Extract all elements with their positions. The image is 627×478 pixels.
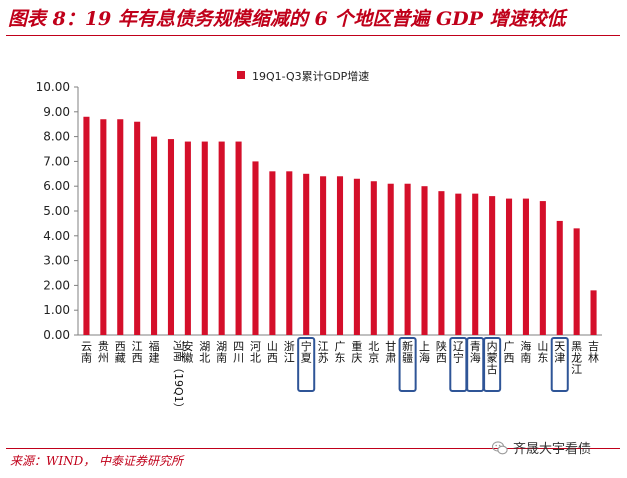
highlight-box bbox=[398, 337, 417, 392]
bar bbox=[320, 176, 327, 335]
bar bbox=[438, 191, 445, 335]
y-tick-label: 9.00 bbox=[43, 105, 70, 119]
bar bbox=[489, 196, 496, 335]
bar bbox=[590, 290, 597, 335]
bar bbox=[573, 228, 580, 335]
bar bbox=[252, 161, 259, 335]
highlight-box bbox=[483, 337, 502, 392]
title-divider bbox=[6, 35, 620, 36]
x-tick-label: 天津 bbox=[554, 340, 565, 365]
x-tick-label: 山东 bbox=[537, 340, 548, 365]
x-tick-label: 辽宁 bbox=[453, 340, 464, 365]
bar bbox=[134, 121, 141, 335]
y-tick-label: 5.00 bbox=[43, 204, 70, 218]
highlight-box bbox=[297, 337, 316, 392]
x-tick-label: 宁夏 bbox=[301, 339, 312, 365]
x-tick-label: 湖北 bbox=[199, 340, 210, 365]
x-tick-label: 甘肃 bbox=[385, 340, 396, 365]
bar bbox=[336, 176, 344, 335]
bar bbox=[303, 173, 310, 335]
x-tick-label: 安徽 bbox=[182, 339, 193, 365]
highlight-boxes bbox=[297, 337, 569, 392]
x-tick-label: 新疆 bbox=[402, 339, 413, 365]
bar bbox=[387, 183, 394, 335]
bar-chart: 19Q1-Q3累计GDP增速 0.00 1.00 2.00 3.00 4.00 5.00 6… bbox=[36, 69, 602, 414]
y-tick-label: 0.00 bbox=[43, 328, 70, 342]
bar bbox=[151, 136, 158, 335]
x-tick-label: 广西 bbox=[504, 340, 515, 365]
bar bbox=[455, 193, 462, 335]
x-tick-label: 广东 bbox=[335, 340, 346, 365]
x-tick-label: 江西 bbox=[132, 340, 143, 365]
x-tick-label: 贵州 bbox=[98, 340, 109, 365]
y-tick-label: 8.00 bbox=[43, 130, 70, 144]
x-tick-label: 湖南 bbox=[216, 340, 227, 365]
bar bbox=[522, 198, 529, 335]
y-tick-label: 7.00 bbox=[43, 154, 70, 168]
highlight-box bbox=[550, 337, 569, 392]
bar bbox=[235, 141, 242, 335]
bar bbox=[184, 141, 191, 335]
watermark-text: 齐晟大宇看债 bbox=[513, 442, 592, 457]
x-tick-label: 山西 bbox=[267, 340, 278, 365]
bar bbox=[286, 171, 293, 335]
y-tick-label: 1.00 bbox=[43, 303, 70, 317]
x-tick-label: 浙江 bbox=[284, 340, 295, 365]
bar bbox=[218, 141, 225, 335]
footer-divider bbox=[6, 448, 620, 449]
bar bbox=[404, 183, 411, 335]
bar-series bbox=[83, 116, 597, 336]
bar bbox=[421, 186, 428, 335]
x-tick-label: 青海 bbox=[470, 340, 481, 365]
x-tick-label: 北京 bbox=[368, 340, 379, 365]
x-tick-label: 陕西 bbox=[436, 339, 447, 365]
bar bbox=[167, 139, 175, 335]
chart-legend: 19Q1-Q3累计GDP增速 bbox=[237, 69, 369, 83]
x-tick-label: 黑龙江 bbox=[571, 340, 582, 376]
x-tick-label: 重庆 bbox=[351, 339, 362, 365]
watermark: 齐晟大宇看债 bbox=[492, 438, 591, 457]
bar bbox=[539, 201, 546, 335]
x-tick-label: 海南 bbox=[520, 339, 531, 365]
y-tick-label: 10.00 bbox=[36, 80, 70, 94]
bar bbox=[201, 141, 208, 335]
x-tick-label: 江苏 bbox=[318, 340, 329, 365]
bar bbox=[100, 119, 107, 336]
wechat-logo-icon bbox=[492, 440, 508, 454]
y-tick-label: 4.00 bbox=[43, 229, 70, 243]
bar bbox=[556, 220, 563, 335]
source-note: 来源：WIND， 中泰证券研究所 bbox=[10, 454, 184, 468]
x-tick-label: 福建 bbox=[149, 339, 160, 365]
x-tick-label: 四川 bbox=[233, 340, 244, 365]
x-tick-label: 吉林 bbox=[588, 340, 599, 365]
bar bbox=[269, 171, 276, 335]
bar bbox=[472, 193, 479, 335]
y-tick-label: 3.00 bbox=[43, 254, 70, 268]
x-tick-label: 河南（19Q1） bbox=[172, 340, 185, 414]
y-tick-label: 2.00 bbox=[43, 278, 70, 292]
legend-label: 19Q1-Q3累计GDP增速 bbox=[252, 69, 369, 83]
bar bbox=[370, 181, 377, 335]
y-tick-label: 6.00 bbox=[43, 179, 70, 193]
x-tick-label: 云南 bbox=[81, 340, 92, 365]
x-tick-label: 内蒙古 bbox=[487, 339, 498, 376]
legend-swatch bbox=[237, 71, 245, 79]
x-tick-label: 西藏 bbox=[115, 340, 126, 365]
bar bbox=[505, 198, 513, 335]
bar bbox=[83, 116, 90, 335]
x-tick-label: 河北 bbox=[250, 340, 261, 365]
y-axis: 0.00 1.00 2.00 3.00 4.00 5.00 6.00 7.00 8.00 9.00… bbox=[36, 80, 602, 342]
figure-title: 图表 8：19 年有息债务规模缩减的 6 个地区普遍 GDP 增速较低 bbox=[8, 8, 566, 30]
x-tick-label: 上海 bbox=[419, 340, 430, 365]
bar bbox=[117, 119, 124, 336]
bar bbox=[353, 178, 360, 335]
